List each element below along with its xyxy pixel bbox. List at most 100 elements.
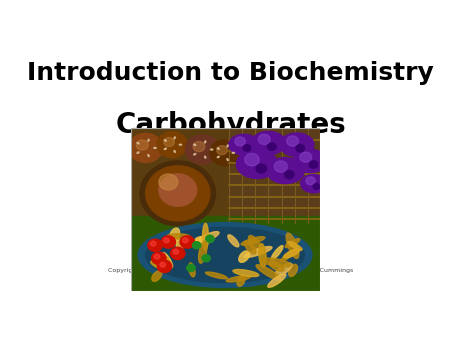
Circle shape xyxy=(193,242,201,249)
Circle shape xyxy=(146,166,210,221)
Ellipse shape xyxy=(154,147,156,148)
Ellipse shape xyxy=(244,246,272,258)
Circle shape xyxy=(202,255,210,262)
Ellipse shape xyxy=(205,141,206,143)
Ellipse shape xyxy=(286,233,299,259)
Ellipse shape xyxy=(269,261,284,271)
Circle shape xyxy=(164,138,174,147)
Ellipse shape xyxy=(256,265,281,280)
Text: Introduction to Biochemistry: Introduction to Biochemistry xyxy=(27,62,434,86)
Circle shape xyxy=(171,247,185,260)
Bar xyxy=(130,216,320,291)
Circle shape xyxy=(287,136,298,146)
Bar xyxy=(130,128,234,222)
Ellipse shape xyxy=(164,140,166,141)
Circle shape xyxy=(159,174,178,190)
Ellipse shape xyxy=(281,249,297,261)
Text: Copyright © 2005 Pearson Education, Inc., publishing as Benjamin Cummings: Copyright © 2005 Pearson Education, Inc.… xyxy=(108,267,353,273)
Circle shape xyxy=(159,174,197,206)
Ellipse shape xyxy=(244,241,256,254)
Ellipse shape xyxy=(236,150,278,178)
Ellipse shape xyxy=(174,150,175,152)
Ellipse shape xyxy=(152,271,162,281)
Ellipse shape xyxy=(137,143,139,144)
Ellipse shape xyxy=(232,152,234,153)
Circle shape xyxy=(154,254,160,259)
Circle shape xyxy=(256,164,266,173)
Circle shape xyxy=(187,264,195,271)
Circle shape xyxy=(148,239,162,251)
Ellipse shape xyxy=(151,261,169,271)
Ellipse shape xyxy=(206,272,227,279)
Ellipse shape xyxy=(237,275,245,286)
Text: Carbohydrates: Carbohydrates xyxy=(115,111,346,139)
Ellipse shape xyxy=(266,158,304,184)
Circle shape xyxy=(160,262,166,267)
Ellipse shape xyxy=(217,148,219,149)
Ellipse shape xyxy=(194,144,196,145)
Ellipse shape xyxy=(284,249,300,258)
Circle shape xyxy=(300,152,312,162)
Ellipse shape xyxy=(275,263,292,276)
Bar xyxy=(130,128,234,222)
Circle shape xyxy=(193,142,205,152)
Ellipse shape xyxy=(138,222,312,287)
Ellipse shape xyxy=(176,238,183,256)
Circle shape xyxy=(185,135,219,164)
Ellipse shape xyxy=(202,223,208,250)
Circle shape xyxy=(284,171,294,179)
Ellipse shape xyxy=(252,131,285,155)
Circle shape xyxy=(152,252,166,264)
Ellipse shape xyxy=(195,236,214,243)
Ellipse shape xyxy=(280,133,314,156)
Circle shape xyxy=(235,137,245,146)
Circle shape xyxy=(183,238,188,243)
Bar xyxy=(229,128,320,222)
Ellipse shape xyxy=(293,149,327,173)
Circle shape xyxy=(274,161,288,172)
Ellipse shape xyxy=(198,241,207,263)
Circle shape xyxy=(136,140,148,150)
Circle shape xyxy=(313,184,320,189)
Ellipse shape xyxy=(259,244,266,267)
Circle shape xyxy=(258,134,270,145)
Ellipse shape xyxy=(248,236,262,255)
Ellipse shape xyxy=(137,152,139,153)
Circle shape xyxy=(129,133,162,163)
Ellipse shape xyxy=(288,242,302,250)
Ellipse shape xyxy=(162,252,173,268)
Circle shape xyxy=(217,146,227,155)
Ellipse shape xyxy=(268,274,286,287)
Ellipse shape xyxy=(169,228,180,243)
Circle shape xyxy=(268,143,276,150)
Circle shape xyxy=(150,241,156,246)
Circle shape xyxy=(296,145,305,152)
Ellipse shape xyxy=(146,227,304,283)
Ellipse shape xyxy=(179,144,181,145)
Ellipse shape xyxy=(227,145,228,147)
Ellipse shape xyxy=(227,159,228,161)
Ellipse shape xyxy=(161,257,169,272)
Ellipse shape xyxy=(233,269,259,276)
Ellipse shape xyxy=(211,149,213,150)
Ellipse shape xyxy=(239,251,250,262)
Ellipse shape xyxy=(271,246,283,260)
Ellipse shape xyxy=(288,264,297,276)
Circle shape xyxy=(206,235,214,242)
Circle shape xyxy=(306,177,315,185)
Ellipse shape xyxy=(261,258,291,267)
Ellipse shape xyxy=(148,139,149,141)
Ellipse shape xyxy=(189,263,195,277)
Ellipse shape xyxy=(217,156,219,158)
Circle shape xyxy=(140,161,216,226)
Circle shape xyxy=(180,236,194,248)
Circle shape xyxy=(243,145,251,151)
Circle shape xyxy=(161,236,176,248)
Ellipse shape xyxy=(174,137,175,139)
Ellipse shape xyxy=(229,134,259,155)
Ellipse shape xyxy=(148,154,149,156)
Circle shape xyxy=(158,260,172,272)
Circle shape xyxy=(245,153,259,166)
Ellipse shape xyxy=(301,174,327,193)
Circle shape xyxy=(210,140,240,166)
